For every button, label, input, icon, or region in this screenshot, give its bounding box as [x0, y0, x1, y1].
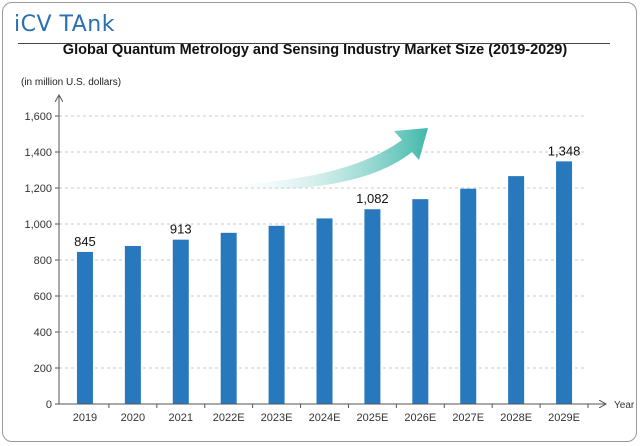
labels: 0 200 400 600 800 1,000 1,200 1,400 1,600 Year 201…	[24, 111, 634, 424]
bar	[268, 225, 285, 404]
chart-title: Global Quantum Metrology and Sensing Ind…	[62, 42, 568, 58]
y-tick-label: 600	[34, 291, 52, 303]
y-tick-label: 400	[34, 327, 52, 339]
x-tick-label: 2025E	[357, 412, 389, 424]
bar	[220, 232, 237, 404]
x-tick-label: 2024E	[309, 412, 341, 424]
bars	[76, 161, 573, 404]
x-tick-label: 2021	[169, 412, 193, 424]
data-label: 913	[170, 222, 192, 237]
x-tick-label: 2023E	[261, 412, 293, 424]
data-label: 1,348	[548, 143, 581, 158]
y-tick-label: 800	[34, 255, 52, 267]
title-rule	[18, 43, 610, 44]
y-axis-unit-label: (in million U.S. dollars)	[21, 77, 122, 88]
x-tick-label: 2022E	[213, 412, 245, 424]
x-tick-label: 2029E	[548, 412, 580, 424]
y-tick-label: 1,200	[24, 183, 52, 195]
bar	[556, 161, 573, 404]
trend-arrow	[212, 128, 428, 190]
x-tick-label: 2019	[73, 412, 97, 424]
bar	[76, 251, 93, 404]
bar	[508, 176, 525, 404]
bar	[172, 239, 189, 404]
x-axis-title: Year	[614, 400, 635, 411]
y-tick-label: 1,000	[24, 219, 52, 231]
bar	[316, 218, 333, 404]
trend-arrow-shape	[212, 128, 428, 190]
bar	[460, 188, 477, 404]
x-tick-label: 2026E	[404, 412, 436, 424]
y-tick-label: 200	[34, 363, 52, 375]
y-tick-label: 0	[46, 399, 52, 411]
axes	[55, 95, 606, 408]
brand-logo: iCV TAnk	[14, 12, 115, 37]
gridlines	[59, 115, 586, 369]
data-label: 845	[74, 234, 96, 249]
x-tick-label: 2020	[121, 412, 145, 424]
bar	[124, 245, 141, 404]
bar	[412, 199, 429, 404]
x-tick-label: 2028E	[500, 412, 532, 424]
data-label: 1,082	[356, 191, 389, 206]
y-tick-label: 1,600	[24, 111, 52, 123]
bar	[364, 209, 381, 404]
y-tick-label: 1,400	[24, 147, 52, 159]
x-tick-label: 2027E	[452, 412, 484, 424]
